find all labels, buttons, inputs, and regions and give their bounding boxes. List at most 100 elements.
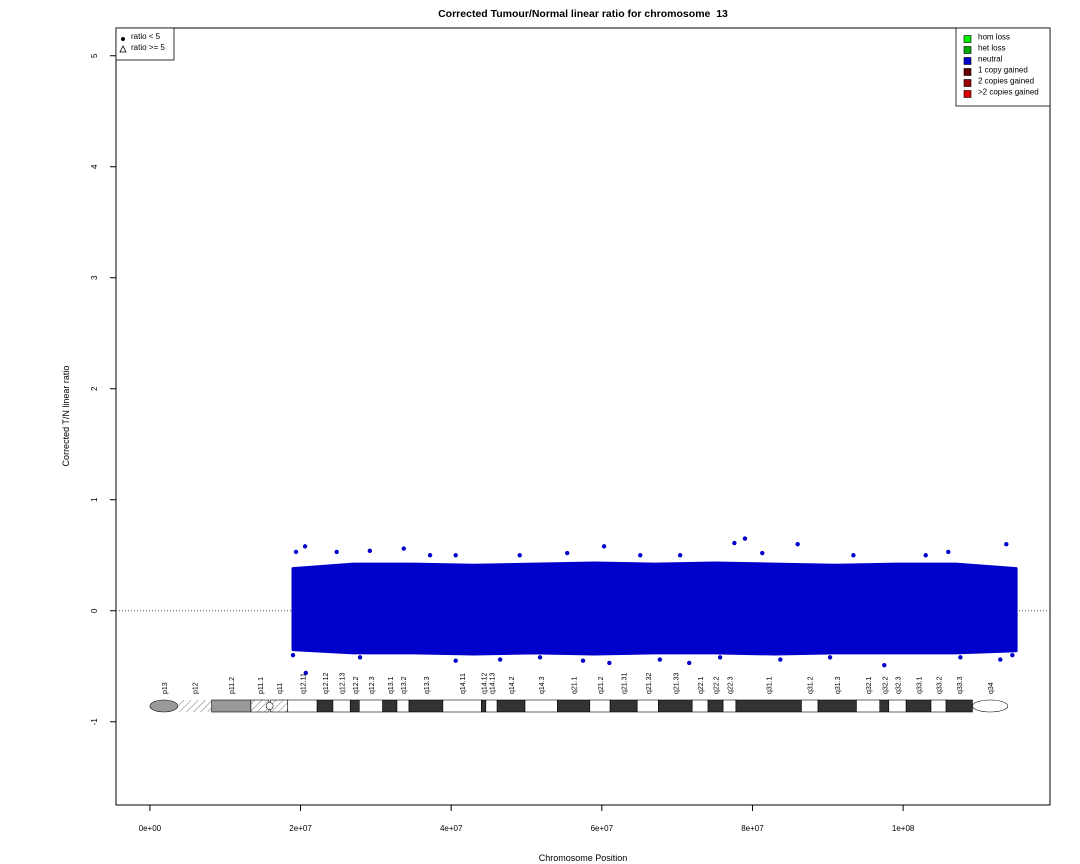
data-point bbox=[427, 553, 433, 558]
ideogram-band bbox=[945, 699, 973, 713]
y-tick-label: 0 bbox=[90, 608, 99, 613]
data-point bbox=[401, 546, 406, 551]
y-tick-label: 5 bbox=[90, 53, 99, 58]
ideogram-band bbox=[396, 699, 410, 713]
band-label: q14.13 bbox=[489, 672, 496, 694]
data-point bbox=[946, 549, 951, 555]
y-tick-label: -1 bbox=[90, 718, 99, 726]
chart-title: Corrected Tumour/Normal linear ratio for… bbox=[438, 8, 728, 20]
ideogram-band bbox=[211, 699, 252, 713]
centromere bbox=[265, 702, 274, 710]
data-point bbox=[580, 658, 586, 663]
legend-label: 2 copies gained bbox=[978, 77, 1034, 86]
ideogram-band bbox=[691, 699, 709, 713]
data-band bbox=[291, 561, 1018, 656]
band-label: p11.2 bbox=[229, 677, 236, 694]
data-point bbox=[334, 549, 339, 555]
band-label: q31.2 bbox=[808, 676, 815, 694]
x-tick-label: 4e+07 bbox=[440, 824, 463, 833]
ideogram-band bbox=[735, 699, 802, 713]
band-label: q34 bbox=[988, 682, 995, 694]
band-label: p13 bbox=[162, 682, 169, 694]
x-axis-label: Chromosome Position bbox=[539, 853, 628, 863]
data-point bbox=[760, 550, 765, 556]
band-label: q13.3 bbox=[424, 676, 431, 694]
legend-label: hom loss bbox=[978, 33, 1010, 42]
band-label: q21.31 bbox=[622, 672, 629, 694]
legend-swatch bbox=[963, 79, 972, 87]
data-point bbox=[657, 657, 663, 662]
band-label: q12.13 bbox=[340, 672, 347, 694]
data-point bbox=[497, 657, 503, 662]
data-point bbox=[687, 660, 692, 666]
y-tick-label: 2 bbox=[90, 386, 99, 391]
legend-label: ratio >= 5 bbox=[131, 43, 165, 52]
plot-frame bbox=[115, 27, 1051, 806]
data-point bbox=[677, 553, 683, 558]
ideogram-band bbox=[888, 699, 907, 713]
ideogram-band bbox=[609, 699, 638, 713]
ideogram-band bbox=[382, 699, 398, 713]
x-tick-label: 8e+07 bbox=[741, 824, 764, 833]
legend-symbol bbox=[121, 37, 125, 41]
band-label: q33.2 bbox=[937, 676, 944, 694]
data-point bbox=[851, 553, 856, 558]
x-tick-label: 0e+00 bbox=[139, 824, 162, 833]
band-label: q14.12 bbox=[482, 672, 489, 694]
x-tick-label: 1e+08 bbox=[892, 824, 915, 833]
band-label: q22.2 bbox=[714, 676, 721, 694]
legend-swatch bbox=[963, 57, 972, 65]
data-point bbox=[998, 657, 1003, 662]
data-point bbox=[1010, 652, 1015, 658]
legend-label: >2 copies gained bbox=[978, 88, 1039, 97]
data-point bbox=[958, 655, 963, 660]
band-label: q31.1 bbox=[767, 676, 774, 694]
data-point bbox=[302, 544, 308, 549]
legend-swatch bbox=[963, 35, 972, 43]
data-point bbox=[564, 550, 570, 556]
band-label: q13.2 bbox=[401, 676, 408, 694]
ideogram-band bbox=[589, 699, 611, 713]
y-tick-label: 3 bbox=[90, 275, 99, 280]
data-point bbox=[537, 655, 543, 660]
band-label: q14.11 bbox=[460, 673, 467, 694]
y-axis-label: Corrected T/N linear ratio bbox=[61, 366, 71, 467]
band-label: q13.1 bbox=[388, 676, 395, 694]
legend-label: het loss bbox=[978, 44, 1006, 53]
band-label: p11.1 bbox=[258, 677, 265, 694]
data-point bbox=[453, 553, 458, 558]
legend-label: neutral bbox=[978, 55, 1003, 64]
ideogram-band bbox=[557, 699, 591, 713]
data-point bbox=[290, 652, 296, 658]
ideogram-band bbox=[149, 699, 179, 713]
ideogram-band bbox=[408, 699, 444, 713]
ideogram-band bbox=[707, 699, 724, 713]
band-label: q33.3 bbox=[957, 676, 964, 694]
legend-swatch bbox=[963, 46, 972, 54]
band-label: q12.11 bbox=[300, 673, 307, 694]
ideogram-band bbox=[349, 699, 360, 713]
band-label: q22.3 bbox=[728, 676, 735, 694]
band-label: q12.3 bbox=[369, 676, 376, 694]
x-tick-label: 2e+07 bbox=[289, 824, 312, 833]
band-label: q12.2 bbox=[353, 676, 360, 694]
ideogram-band bbox=[905, 699, 932, 713]
band-label: q22.1 bbox=[698, 676, 705, 694]
band-label: q32.2 bbox=[882, 676, 889, 694]
band-label: q12.12 bbox=[323, 672, 330, 694]
legend-symbol bbox=[119, 45, 127, 53]
ideogram-band bbox=[636, 699, 659, 713]
band-label: q14.3 bbox=[539, 676, 546, 694]
data-point bbox=[601, 544, 607, 549]
ideogram-band bbox=[177, 700, 212, 712]
data-point bbox=[1004, 541, 1009, 547]
ideogram-band bbox=[722, 699, 737, 713]
data-point bbox=[607, 660, 612, 666]
ideogram-band bbox=[817, 699, 857, 713]
band-label: q11 bbox=[277, 683, 284, 694]
ideogram-band bbox=[930, 699, 947, 713]
band-label: p12 bbox=[193, 682, 200, 694]
ideogram-band bbox=[332, 699, 351, 713]
data-point bbox=[742, 536, 748, 541]
